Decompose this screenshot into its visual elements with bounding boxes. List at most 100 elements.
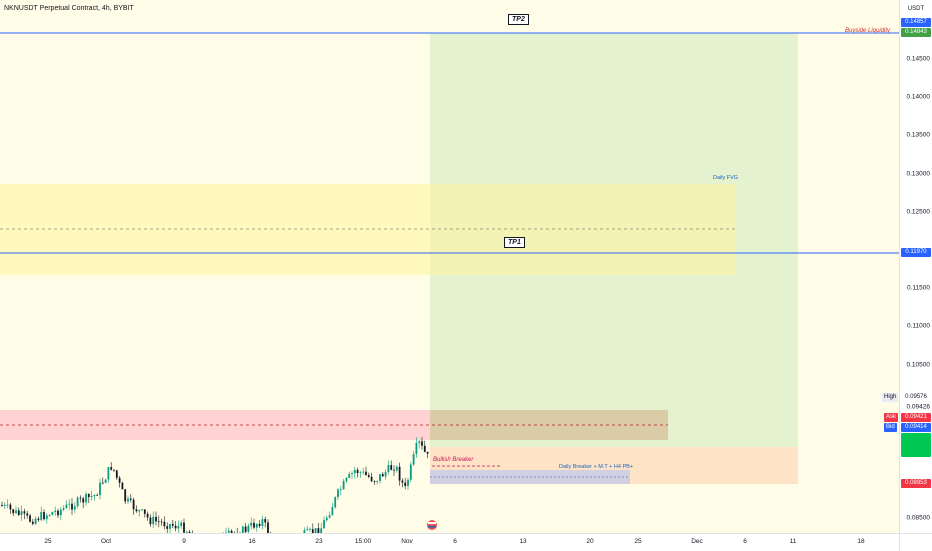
candle-body (365, 472, 367, 475)
candle-body (133, 500, 135, 510)
price-label-top1: 0.14857 (901, 18, 931, 27)
candle-body (158, 521, 160, 522)
candle-body (68, 504, 70, 505)
candle-body (105, 480, 107, 483)
candle-body (427, 452, 429, 454)
candle-body (122, 483, 124, 490)
price-tick: 0.11500 (907, 285, 930, 292)
bid-tag: Bid (884, 423, 897, 432)
price-tick: 0.11000 (907, 323, 930, 330)
price-label-current (901, 433, 931, 457)
time-label: Dec (691, 538, 703, 545)
candle-body (138, 510, 140, 511)
candle-body (407, 480, 409, 486)
candle-body (399, 467, 401, 481)
candles-layer (1, 437, 428, 533)
price-tick: 0.09426 (907, 404, 931, 411)
candle-body (340, 489, 342, 490)
candle-body (24, 511, 26, 513)
price-tick: 0.12500 (907, 209, 931, 216)
candle-body (94, 495, 96, 496)
candle-body (374, 481, 376, 482)
candle-body (49, 515, 51, 516)
symbol-title[interactable]: NKNUSDT Perpetual Contract, 4h, BYBIT (4, 5, 134, 12)
candle-body (127, 498, 129, 501)
candle-body (12, 509, 14, 513)
price-label-top2: 0.14843 (901, 28, 931, 37)
ask-tag: Ask (884, 413, 898, 422)
candle-body (29, 515, 31, 521)
axis-corner (899, 533, 932, 551)
candle-body (368, 475, 370, 477)
candle-body (424, 446, 426, 452)
price-tick: 0.14000 (907, 94, 931, 101)
candle-body (362, 472, 364, 473)
candle-body (110, 467, 112, 470)
time-label: 23 (315, 538, 322, 545)
time-label: 20 (586, 538, 593, 545)
candle-body (388, 465, 390, 472)
candle-body (402, 481, 404, 483)
candle-body (52, 512, 54, 515)
candle-body (1, 505, 3, 506)
candle-body (102, 483, 104, 484)
candle-body (116, 470, 118, 477)
daily-fvg-zone (0, 184, 736, 275)
candle-body (172, 524, 174, 526)
time-label: 13 (519, 538, 526, 545)
chart-plot-area[interactable]: NKNUSDT Perpetual Contract, 4h, BYBIT TP… (0, 0, 899, 533)
price-label-ask: 0.09421 (901, 413, 931, 422)
candle-body (119, 478, 121, 483)
candle-body (85, 494, 87, 503)
time-label: 6 (743, 538, 747, 545)
candle-body (71, 504, 73, 510)
time-label: 16 (248, 538, 255, 545)
candle-body (63, 508, 65, 510)
time-label: 18 (857, 538, 864, 545)
candle-body (77, 498, 79, 506)
time-axis[interactable]: 25 Oct 9 16 23 15:00 Nov 6 13 20 25 Dec … (0, 533, 899, 551)
candle-body (141, 509, 143, 510)
candle-body (382, 474, 384, 476)
candle-body (144, 509, 146, 513)
time-label: 6 (453, 538, 457, 545)
candle-body (43, 512, 45, 519)
candle-body (74, 506, 76, 509)
candle-body (21, 511, 23, 515)
candle-body (108, 467, 110, 479)
candle-body (393, 470, 395, 471)
time-label: 25 (634, 538, 641, 545)
candle-body (60, 510, 62, 516)
candle-body (323, 520, 325, 528)
candle-body (32, 522, 34, 524)
candle-body (161, 522, 163, 523)
supply-zone (0, 410, 430, 440)
candle-body (264, 519, 266, 522)
time-label: 25 (44, 538, 51, 545)
candle-body (152, 517, 154, 524)
candle-body (248, 526, 250, 532)
candle-body (309, 529, 311, 530)
candle-body (332, 507, 334, 515)
candle-body (250, 523, 252, 526)
candle-body (416, 443, 418, 454)
candle-body (4, 505, 6, 506)
candle-body (164, 522, 166, 526)
candle-body (80, 498, 82, 499)
candle-body (396, 467, 398, 471)
event-icon[interactable] (427, 520, 437, 530)
tp2-label: TP2 (508, 14, 529, 25)
candle-body (66, 505, 68, 508)
time-label: 11 (790, 538, 797, 545)
candle-body (421, 441, 423, 445)
candle-body (178, 526, 180, 528)
candle-body (147, 514, 149, 518)
candle-body (262, 519, 264, 526)
price-scale[interactable]: USDT 0.14500 0.14000 0.13500 0.13000 0.1… (899, 0, 932, 533)
daily-breaker-label: Daily Breaker + M.T + H4 PB+ (559, 464, 633, 470)
candle-body (54, 511, 56, 512)
candle-body (245, 527, 247, 532)
currency-label[interactable]: USDT (900, 6, 932, 12)
candle-body (404, 483, 406, 486)
